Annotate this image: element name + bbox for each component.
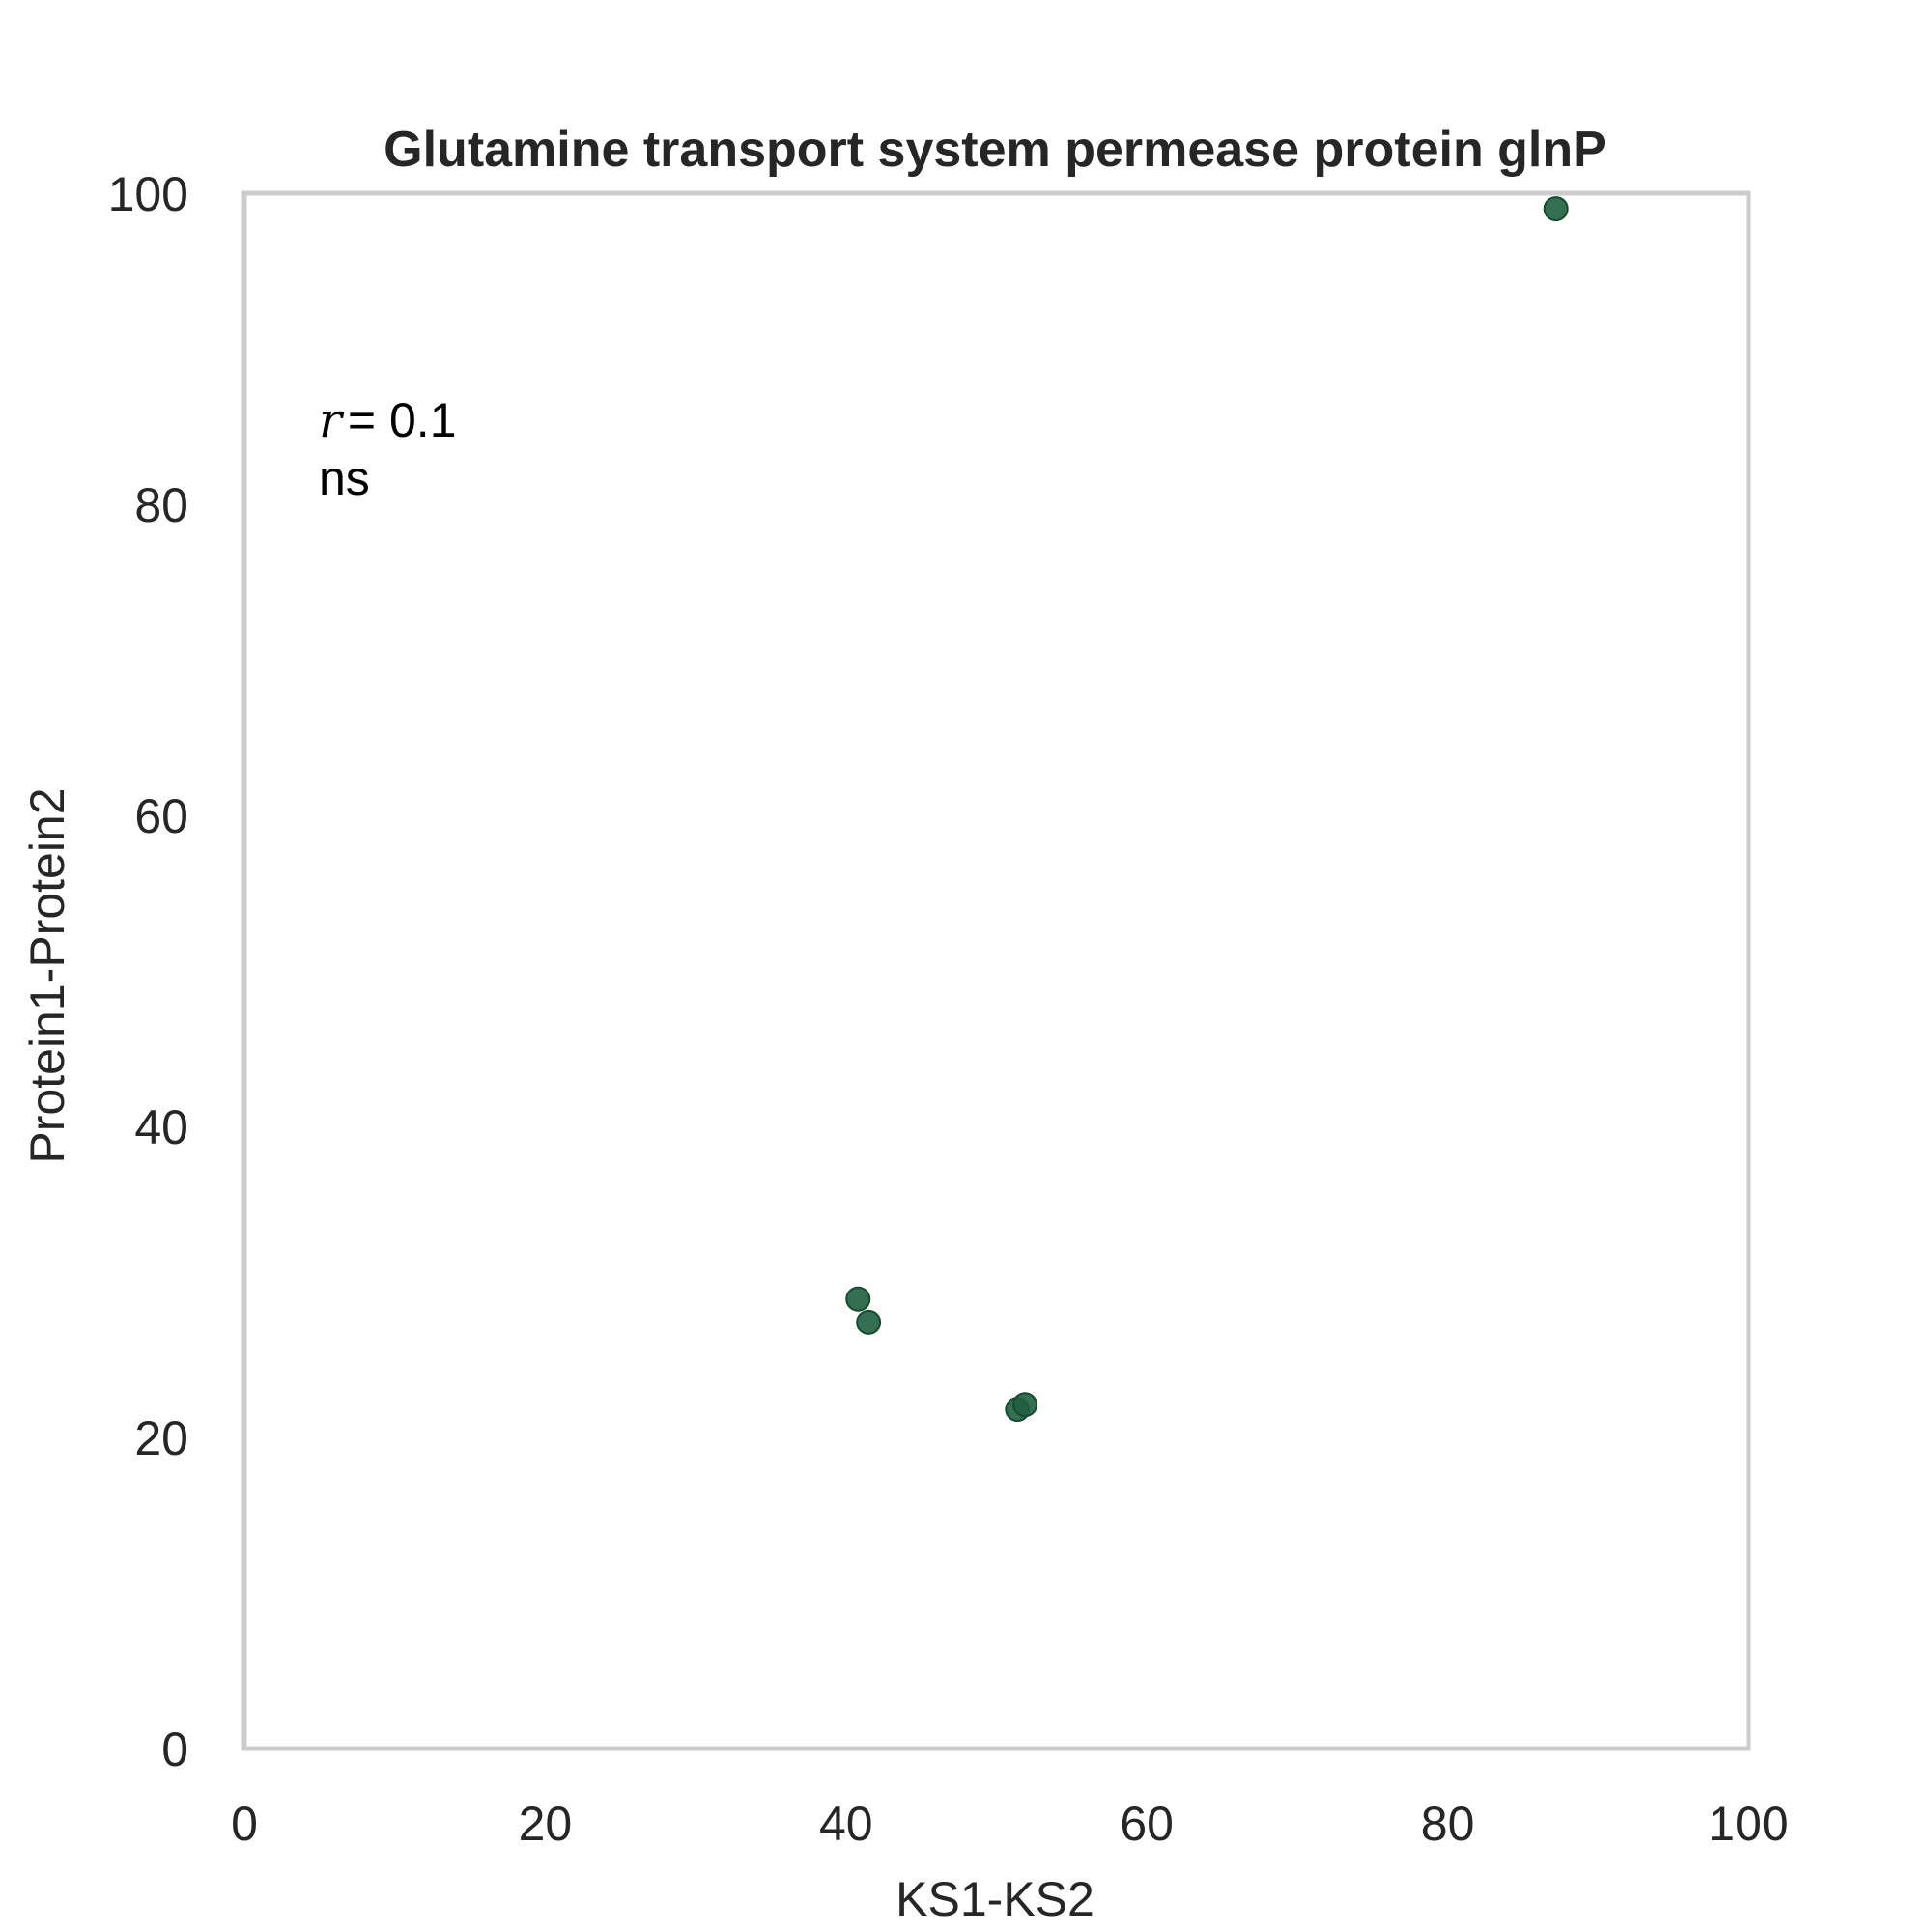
x-tick-label: 60 (1120, 1797, 1174, 1851)
scatter-point (1543, 196, 1569, 222)
chart-title: Glutamine transport system permease prot… (384, 122, 1606, 178)
x-axis-label: KS1-KS2 (895, 1872, 1094, 1926)
x-tick-label: 0 (231, 1797, 258, 1851)
scatter-point (856, 1309, 882, 1335)
y-tick-label: 20 (134, 1411, 188, 1465)
x-tick-label: 20 (519, 1797, 573, 1851)
y-tick-label: 80 (134, 478, 188, 532)
y-tick-label: 0 (161, 1722, 188, 1776)
x-tick-label: 100 (1708, 1797, 1788, 1851)
y-tick-labels: 0 20 40 60 80 100 (108, 167, 188, 1776)
y-tick-label: 60 (134, 789, 188, 843)
data-points (845, 196, 1569, 1423)
scatter-point (1012, 1392, 1038, 1418)
x-tick-label: 40 (819, 1797, 873, 1851)
plot-frame (242, 190, 1751, 1751)
r-value: = 0.1 (348, 393, 457, 447)
y-tick-label: 40 (134, 1100, 188, 1154)
y-axis-label: Protein1-Protein2 (20, 787, 74, 1163)
x-tick-label: 80 (1421, 1797, 1475, 1851)
x-tick-labels: 0 20 40 60 80 100 (231, 1797, 1789, 1851)
scatter-point (845, 1286, 871, 1312)
y-tick-label: 100 (108, 167, 188, 221)
significance-label: ns (319, 451, 370, 505)
correlation-annotation: r = 0.1 (319, 392, 457, 448)
r-symbol: r (319, 392, 345, 448)
